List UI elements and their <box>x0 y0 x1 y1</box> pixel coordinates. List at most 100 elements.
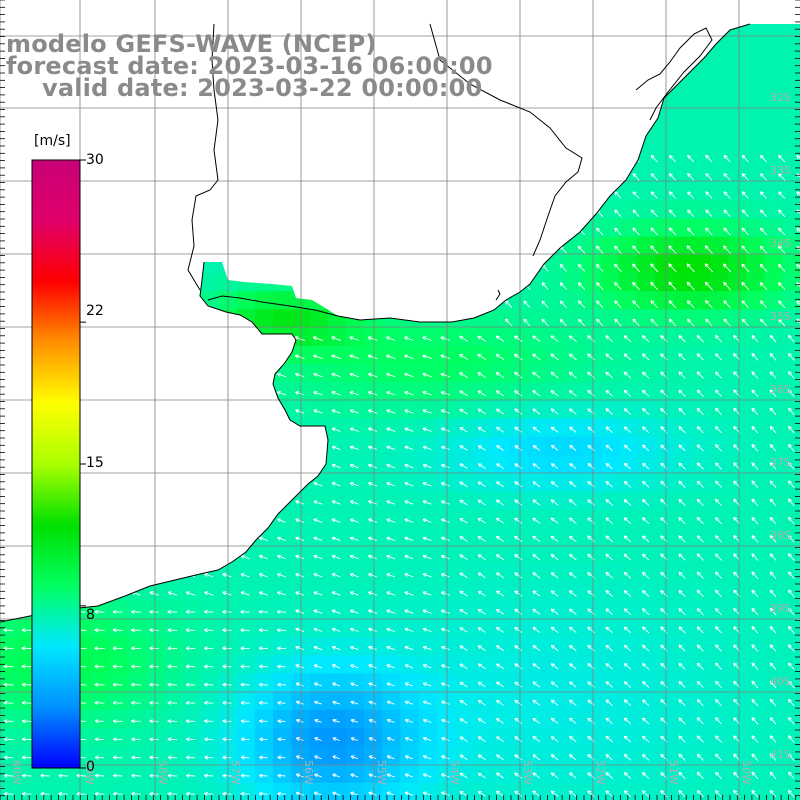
speed-cell <box>637 455 656 474</box>
speed-cell <box>200 309 219 329</box>
speed-cell <box>618 637 638 656</box>
speed-cell <box>673 54 693 74</box>
wind-arrow <box>132 356 141 360</box>
speed-cell <box>728 54 747 74</box>
wind-arrow <box>424 665 432 669</box>
speed-cell <box>436 764 456 784</box>
speed-cell <box>382 600 401 620</box>
speed-cell <box>0 491 19 511</box>
speed-cell <box>509 345 529 365</box>
speed-cell <box>400 127 420 147</box>
speed-cell <box>564 236 583 256</box>
speed-cell <box>36 109 56 128</box>
speed-cell <box>418 618 438 638</box>
speed-cell <box>109 455 128 474</box>
speed-cell <box>527 637 547 656</box>
wind-arrow <box>5 483 14 487</box>
speed-cell <box>509 509 529 529</box>
speed-cell <box>618 182 638 201</box>
speed-cell <box>546 54 565 74</box>
speed-cell <box>127 163 147 183</box>
speed-cell <box>254 546 274 565</box>
speed-cell <box>746 182 765 201</box>
wind-arrow <box>643 446 650 452</box>
speed-cell <box>709 582 729 602</box>
wind-arrow <box>388 756 395 760</box>
wind-arrow <box>387 538 396 542</box>
wind-arrow <box>242 374 250 378</box>
speed-cell <box>600 527 620 547</box>
speed-cell <box>582 728 602 747</box>
speed-cell <box>254 709 274 729</box>
speed-cell <box>345 418 365 438</box>
speed-cell <box>618 655 638 674</box>
wind-arrow <box>771 391 777 398</box>
speed-cell <box>473 582 492 602</box>
longitude-label: 57W <box>229 760 242 785</box>
speed-cell <box>527 582 547 602</box>
speed-cell <box>109 473 128 492</box>
wind-arrow <box>242 574 250 578</box>
speed-cell <box>273 618 292 638</box>
wind-arrow <box>297 702 304 705</box>
speed-cell <box>91 582 110 602</box>
wind-arrow <box>752 336 759 343</box>
speed-cell <box>200 382 219 401</box>
wind-arrow <box>515 628 523 633</box>
wind-arrow <box>479 555 486 561</box>
wind-arrow <box>680 409 686 416</box>
wind-arrow <box>242 483 250 487</box>
speed-cell <box>764 564 784 583</box>
wind-arrow <box>570 701 577 706</box>
speed-cell <box>491 546 511 565</box>
wind-arrow <box>223 410 232 414</box>
speed-cell <box>127 746 147 765</box>
wind-arrow <box>369 410 378 414</box>
wind-arrow <box>752 518 759 525</box>
speed-cell <box>236 436 256 456</box>
wind-arrow <box>789 390 795 398</box>
speed-cell <box>673 364 693 383</box>
speed-cell <box>491 309 511 329</box>
wind-arrow <box>497 774 504 779</box>
speed-cell <box>618 309 638 329</box>
wind-arrow <box>370 720 377 723</box>
wind-arrow <box>643 391 650 397</box>
speed-cell <box>236 382 256 401</box>
speed-cell <box>309 436 329 456</box>
speed-cell <box>782 273 800 292</box>
speed-cell <box>746 200 765 219</box>
speed-cell <box>655 273 674 292</box>
speed-cell <box>309 200 329 219</box>
speed-cell <box>618 91 638 110</box>
speed-cell <box>709 764 729 784</box>
speed-cell <box>655 0 674 19</box>
wind-arrow <box>187 392 196 396</box>
wind-arrow <box>625 464 632 470</box>
wind-arrow <box>333 684 341 687</box>
latitude-label: 39S <box>770 602 791 615</box>
wind-arrow <box>552 646 559 652</box>
speed-cell <box>400 782 420 800</box>
speed-cell <box>345 236 365 256</box>
speed-cell <box>309 309 329 329</box>
wind-arrow <box>479 501 486 506</box>
wind-arrow <box>442 775 450 778</box>
wind-arrow <box>570 464 577 470</box>
speed-cell <box>236 782 256 800</box>
speed-cell <box>709 709 729 729</box>
wind-arrow <box>607 500 613 506</box>
speed-cell <box>637 91 656 110</box>
speed-cell <box>200 618 219 638</box>
speed-cell <box>418 109 438 128</box>
wind-arrow <box>296 611 305 614</box>
speed-cell <box>546 163 565 183</box>
wind-arrow <box>789 718 795 725</box>
wind-arrow <box>725 156 731 163</box>
speed-cell <box>364 145 383 165</box>
speed-cell <box>455 691 474 711</box>
wind-arrow <box>96 520 105 523</box>
longitude-label: 58W <box>156 760 169 785</box>
wind-arrow <box>479 792 486 797</box>
speed-cell <box>382 691 401 711</box>
